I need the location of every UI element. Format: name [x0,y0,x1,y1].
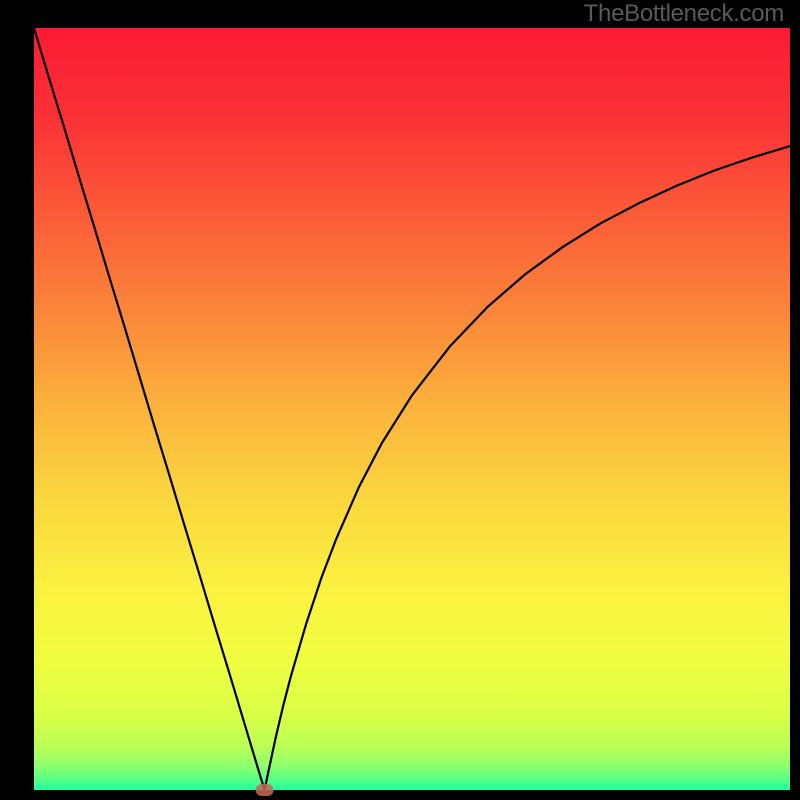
plot-background [34,28,790,790]
watermark-text: TheBottleneck.com [584,0,784,28]
chart-svg [0,0,800,800]
minimum-marker [256,784,274,796]
bottleneck-chart: TheBottleneck.com [0,0,800,800]
